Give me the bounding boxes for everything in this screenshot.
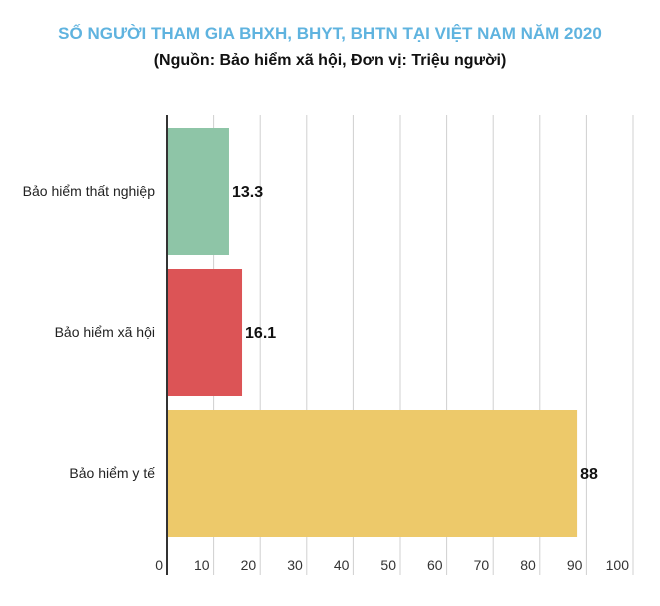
category-label: Bảo hiểm y tế	[69, 465, 155, 481]
chart-title: SỐ NGƯỜI THAM GIA BHXH, BHYT, BHTN TẠI V…	[58, 24, 602, 43]
x-tick-label: 80	[520, 557, 536, 573]
x-tick-label: 10	[194, 557, 210, 573]
x-tick-label: 90	[567, 557, 583, 573]
x-tick-label: 0	[155, 557, 163, 573]
x-tick-label: 50	[380, 557, 396, 573]
bar	[167, 128, 229, 255]
x-tick-label: 20	[241, 557, 257, 573]
chart-subtitle: (Nguồn: Bảo hiểm xã hội, Đơn vị: Triệu n…	[153, 52, 507, 69]
category-label: Bảo hiểm xã hội	[55, 324, 155, 340]
x-tick-label: 100	[606, 557, 630, 573]
category-label: Bảo hiểm thất nghiệp	[23, 183, 156, 199]
x-tick-label: 60	[427, 557, 443, 573]
x-tick-label: 70	[474, 557, 490, 573]
x-tick-label: 30	[287, 557, 303, 573]
data-label: 16.1	[245, 325, 276, 342]
bar	[167, 410, 578, 537]
data-label: 88	[580, 466, 598, 483]
bar	[167, 269, 243, 396]
x-tick-label: 40	[334, 557, 350, 573]
data-label: 13.3	[232, 184, 263, 201]
